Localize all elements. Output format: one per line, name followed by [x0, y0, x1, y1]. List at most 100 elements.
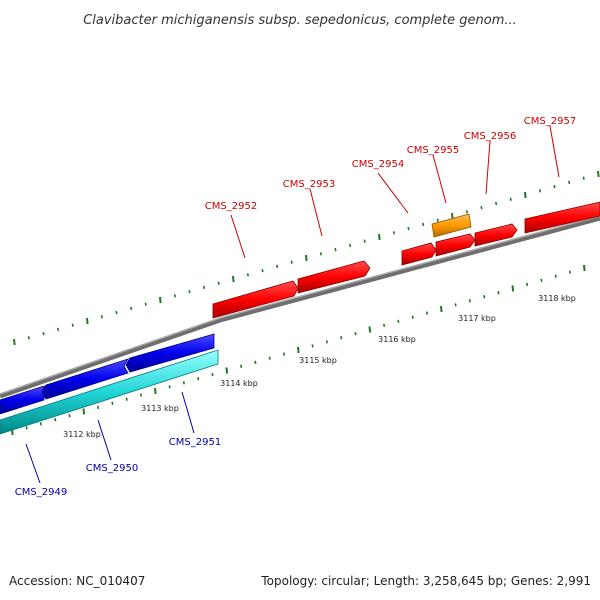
major-tick — [225, 367, 229, 374]
callout-cms-2956 — [485, 140, 491, 195]
minor-tick — [425, 311, 429, 315]
minor-tick — [392, 231, 395, 235]
accession-text: Accession: NC_010407 — [9, 574, 145, 588]
minor-tick — [282, 352, 286, 356]
scale-label-3112: 3112 kbp — [63, 430, 101, 439]
minor-tick — [383, 323, 386, 328]
minor-tick — [436, 218, 439, 222]
minor-tick — [554, 274, 557, 278]
major-tick — [82, 408, 86, 415]
major-tick — [524, 191, 527, 199]
minor-tick — [311, 344, 314, 348]
callout-cms-2952 — [230, 214, 246, 259]
minor-tick — [465, 210, 468, 214]
gene-arrow-cms-2957[interactable] — [524, 201, 600, 234]
callout-cms-2953 — [309, 188, 323, 237]
gene-label-cms-2949[interactable]: CMS_2949 — [15, 487, 67, 498]
minor-tick — [325, 340, 328, 344]
minor-tick — [130, 306, 133, 311]
scale-label-3116: 3116 kbp — [378, 335, 416, 344]
genome-backbone — [0, 215, 600, 399]
gene-arrow-cms-2953[interactable] — [297, 260, 371, 294]
major-tick — [583, 264, 586, 272]
minor-tick — [268, 356, 271, 360]
minor-tick — [173, 294, 176, 298]
scale-label-3113: 3113 kbp — [141, 404, 179, 413]
minor-tick — [483, 295, 486, 299]
major-tick — [232, 275, 235, 283]
gene-arrow-cms-2951[interactable] — [125, 333, 215, 373]
gene-label-cms-2950[interactable]: CMS_2950 — [86, 463, 138, 474]
gene-arrow-cms-2956[interactable] — [474, 223, 518, 247]
major-tick — [368, 326, 372, 333]
minor-tick — [276, 264, 279, 269]
minor-tick — [254, 360, 257, 364]
major-tick — [154, 387, 157, 395]
minor-tick — [68, 413, 71, 418]
gene-arrow-cms-2952[interactable] — [212, 280, 299, 319]
reverse-cds-band[interactable] — [0, 349, 219, 435]
minor-tick — [454, 303, 457, 307]
map-title: Clavibacter michiganensis subsp. sepedon… — [83, 13, 517, 28]
minor-tick — [411, 315, 414, 319]
minor-tick — [538, 189, 541, 193]
major-tick — [451, 212, 454, 220]
gene-label-cms-2952[interactable]: CMS_2952 — [205, 201, 257, 212]
minor-tick — [340, 336, 343, 340]
minor-tick — [363, 239, 366, 243]
gene-arrow-cms-2949[interactable] — [0, 385, 45, 415]
minor-tick — [57, 327, 60, 332]
gene-label-cms-2953[interactable]: CMS_2953 — [283, 179, 335, 190]
scale-label-3117: 3117 kbp — [458, 314, 496, 323]
gene-arrow-cms-2950[interactable] — [41, 358, 129, 400]
minor-tick — [246, 273, 249, 277]
scale-label-3114: 3114 kbp — [220, 379, 258, 388]
minor-tick — [188, 289, 191, 294]
major-tick — [86, 317, 89, 325]
minor-tick — [354, 331, 357, 336]
major-tick — [440, 305, 443, 313]
backbone-line — [0, 215, 600, 399]
minor-tick — [407, 226, 410, 231]
minor-tick — [100, 315, 103, 319]
minor-tick — [182, 381, 185, 385]
minor-tick — [553, 184, 556, 189]
major-tick — [511, 285, 515, 292]
reverse-genes — [0, 333, 215, 415]
gene-label-cms-2957[interactable]: CMS_2957 — [524, 116, 576, 127]
minor-tick — [39, 422, 42, 426]
minor-tick — [25, 426, 28, 430]
scale-labels: 3112 kbp 3113 kbp 3114 kbp 3115 kbp 3116… — [63, 294, 576, 439]
minor-tick — [540, 278, 543, 282]
callout-cms-2955 — [432, 154, 447, 204]
minor-tick — [422, 222, 425, 227]
gene-arrow-cms-2954[interactable] — [401, 242, 437, 266]
minor-tick — [144, 302, 147, 306]
major-tick — [297, 346, 300, 354]
gene-arrow-highlight[interactable] — [431, 213, 472, 238]
gene-labels: CMS_2952 CMS_2953 CMS_2954 CMS_2955 CMS_… — [15, 116, 576, 498]
cds-band-shape — [0, 349, 219, 435]
outer-tick-row — [13, 170, 600, 346]
minor-tick — [334, 247, 337, 252]
minor-tick — [568, 180, 571, 185]
inner-tick-row — [11, 264, 586, 436]
minor-tick — [526, 282, 529, 287]
gene-label-cms-2956[interactable]: CMS_2956 — [464, 131, 516, 142]
minor-tick — [509, 197, 512, 201]
gene-label-cms-2955[interactable]: CMS_2955 — [407, 145, 459, 156]
gene-arrow-cms-2955[interactable] — [435, 233, 476, 257]
minor-tick — [71, 323, 74, 327]
genome-summary-text: Topology: circular; Length: 3,258,645 bp… — [260, 574, 591, 588]
minor-tick — [97, 405, 100, 410]
gene-label-cms-2951[interactable]: CMS_2951 — [169, 437, 221, 448]
minor-tick — [495, 201, 498, 206]
minor-tick — [497, 290, 500, 295]
minor-tick — [27, 336, 30, 340]
minor-tick — [568, 270, 572, 274]
scale-label-3115: 3115 kbp — [299, 356, 337, 365]
forward-genes — [212, 201, 600, 319]
gene-label-cms-2954[interactable]: CMS_2954 — [352, 159, 404, 170]
minor-tick — [125, 397, 128, 401]
